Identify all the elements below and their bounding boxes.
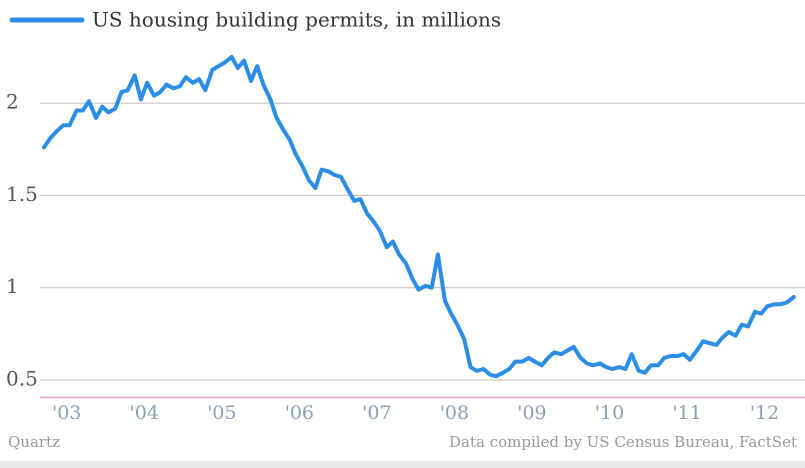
x-tick-label: '07 xyxy=(362,402,391,424)
x-tick-label: '05 xyxy=(207,402,236,424)
x-tick-label: '10 xyxy=(595,402,624,424)
bottom-band xyxy=(0,461,805,468)
x-tick-label: '03 xyxy=(52,402,81,424)
source-left: Quartz xyxy=(8,433,60,451)
y-tick-label: 1 xyxy=(6,274,19,298)
data-line xyxy=(42,54,796,379)
y-tick-label: 0.5 xyxy=(6,367,38,391)
x-tick-label: '08 xyxy=(440,402,469,424)
x-tick-label: '04 xyxy=(130,402,159,424)
legend-label: US housing building permits, in millions xyxy=(92,8,501,32)
x-tick-label: '06 xyxy=(285,402,314,424)
x-tick-label: '09 xyxy=(517,402,546,424)
y-tick-label: 1.5 xyxy=(6,182,38,206)
source-right: Data compiled by US Census Bureau, FactS… xyxy=(449,433,797,451)
y-tick-label: 2 xyxy=(6,90,19,114)
x-tick-label: '12 xyxy=(750,402,779,424)
x-tick-label: '11 xyxy=(672,402,701,424)
